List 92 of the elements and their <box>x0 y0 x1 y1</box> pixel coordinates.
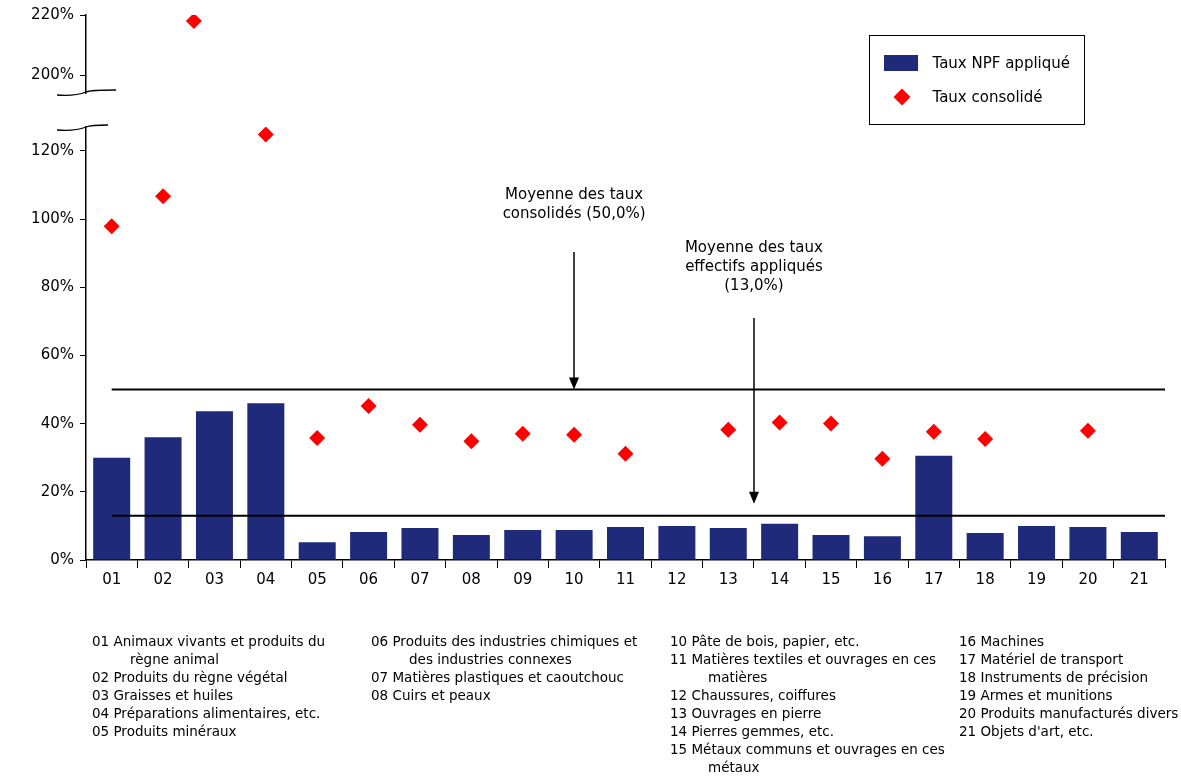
x-tick-label: 15 <box>821 569 841 588</box>
text: 07 Matières plastiques et caoutchouc <box>371 668 625 686</box>
y-tick-label: 40% <box>40 413 74 432</box>
point <box>257 127 274 143</box>
x-tick-label: 02 <box>153 569 173 588</box>
point <box>823 415 840 432</box>
x-tick-label: 16 <box>872 569 892 588</box>
bar <box>298 542 336 560</box>
point <box>309 429 326 446</box>
text: 10 Pâte de bois, papier, etc. <box>670 632 861 650</box>
bar <box>555 530 593 560</box>
text: 20 Produits manufacturés divers <box>959 704 1180 722</box>
y-tick-label: 120% <box>31 140 74 159</box>
y-tick-label: 220% <box>31 4 74 23</box>
x-tick-label: 07 <box>410 569 430 588</box>
point <box>103 218 120 235</box>
x-tick-label: 12 <box>667 569 687 588</box>
bar <box>350 532 388 560</box>
bar <box>709 527 747 560</box>
x-tick-label: 08 <box>461 569 481 588</box>
text: 21 Objets d'art, etc. <box>959 722 1095 740</box>
bar <box>812 535 850 560</box>
bar <box>247 403 285 560</box>
annotation: Moyenne des taux effectifs appliqués (13,0%) <box>683 238 824 295</box>
text: 17 Matériel de transport <box>959 650 1125 668</box>
text: 08 Cuirs et peaux <box>371 686 492 704</box>
text: 04 Préparations alimentaires, etc. <box>92 704 322 722</box>
bar <box>144 437 182 560</box>
x-tick-label: 04 <box>256 569 276 588</box>
x-tick-label: 17 <box>924 569 944 588</box>
point <box>720 421 737 438</box>
point <box>771 414 788 431</box>
text: 11 Matières textiles et ouvrages en ces matières <box>670 650 938 686</box>
x-tick-label: 06 <box>359 569 379 588</box>
bar <box>1018 525 1056 560</box>
y-tick-label: 80% <box>40 277 74 296</box>
text: 18 Instruments de précision <box>959 668 1150 686</box>
bar <box>1120 532 1158 560</box>
point <box>874 450 891 467</box>
text: 02 Produits du règne végétal <box>92 668 289 686</box>
legend-label: Taux NPF appliqué <box>932 54 1070 72</box>
point <box>1079 422 1096 439</box>
point <box>925 423 942 440</box>
y-tick-label: 20% <box>40 481 74 500</box>
point <box>155 188 172 205</box>
x-tick-label: 09 <box>513 569 533 588</box>
x-tick-label: 14 <box>770 569 790 588</box>
x-tick-label: 18 <box>975 569 995 588</box>
bar <box>452 535 490 560</box>
point <box>617 445 634 462</box>
x-tick-label: 21 <box>1129 569 1149 588</box>
legend-label: Taux consolidé <box>932 88 1043 106</box>
text: 01 Animaux vivants et produits du règne animal <box>92 632 327 668</box>
y-tick-label: 0% <box>50 549 74 568</box>
text: 13 Ouvrages en pierre <box>670 704 823 722</box>
text: 06 Produits des industries chimiques et des industries connexes <box>371 632 639 668</box>
x-tick-label: 19 <box>1027 569 1047 588</box>
bar <box>1069 526 1107 560</box>
bar <box>504 530 542 560</box>
x-tick-label: 11 <box>615 569 636 588</box>
bar <box>761 523 799 560</box>
text: 12 Chaussures, coiffures <box>670 686 837 704</box>
annotation: Moyenne des taux consolidés (50,0%) <box>501 185 647 223</box>
bar <box>658 525 696 560</box>
x-tick-label: 05 <box>307 569 327 588</box>
x-tick-label: 01 <box>102 569 122 588</box>
bar <box>607 526 644 560</box>
text: 19 Armes et munitions <box>959 686 1114 704</box>
point <box>360 397 377 414</box>
text: 03 Graisses et huiles <box>92 686 235 704</box>
text: 14 Pierres gemmes, etc. <box>670 722 835 740</box>
x-tick-label: 13 <box>718 569 738 588</box>
bar <box>93 457 131 560</box>
bar <box>863 536 901 560</box>
text: 05 Produits minéraux <box>92 722 238 740</box>
text: 15 Métaux communs et ouvrages en ces métaux <box>670 740 945 776</box>
point <box>977 430 994 447</box>
bar <box>401 527 439 560</box>
y-tick-label: 60% <box>40 345 74 364</box>
bar <box>195 411 233 560</box>
x-tick-label: 20 <box>1078 569 1098 588</box>
point <box>411 416 428 433</box>
text: 16 Machines <box>959 632 1045 650</box>
point <box>514 425 531 442</box>
x-tick-label: 03 <box>204 569 224 588</box>
x-tick-label: 10 <box>564 569 584 588</box>
point <box>566 426 583 443</box>
y-tick-label: 100% <box>31 208 74 227</box>
y-tick-label: 200% <box>31 64 74 83</box>
bar <box>966 533 1004 560</box>
point <box>463 433 480 450</box>
bar <box>915 455 953 560</box>
